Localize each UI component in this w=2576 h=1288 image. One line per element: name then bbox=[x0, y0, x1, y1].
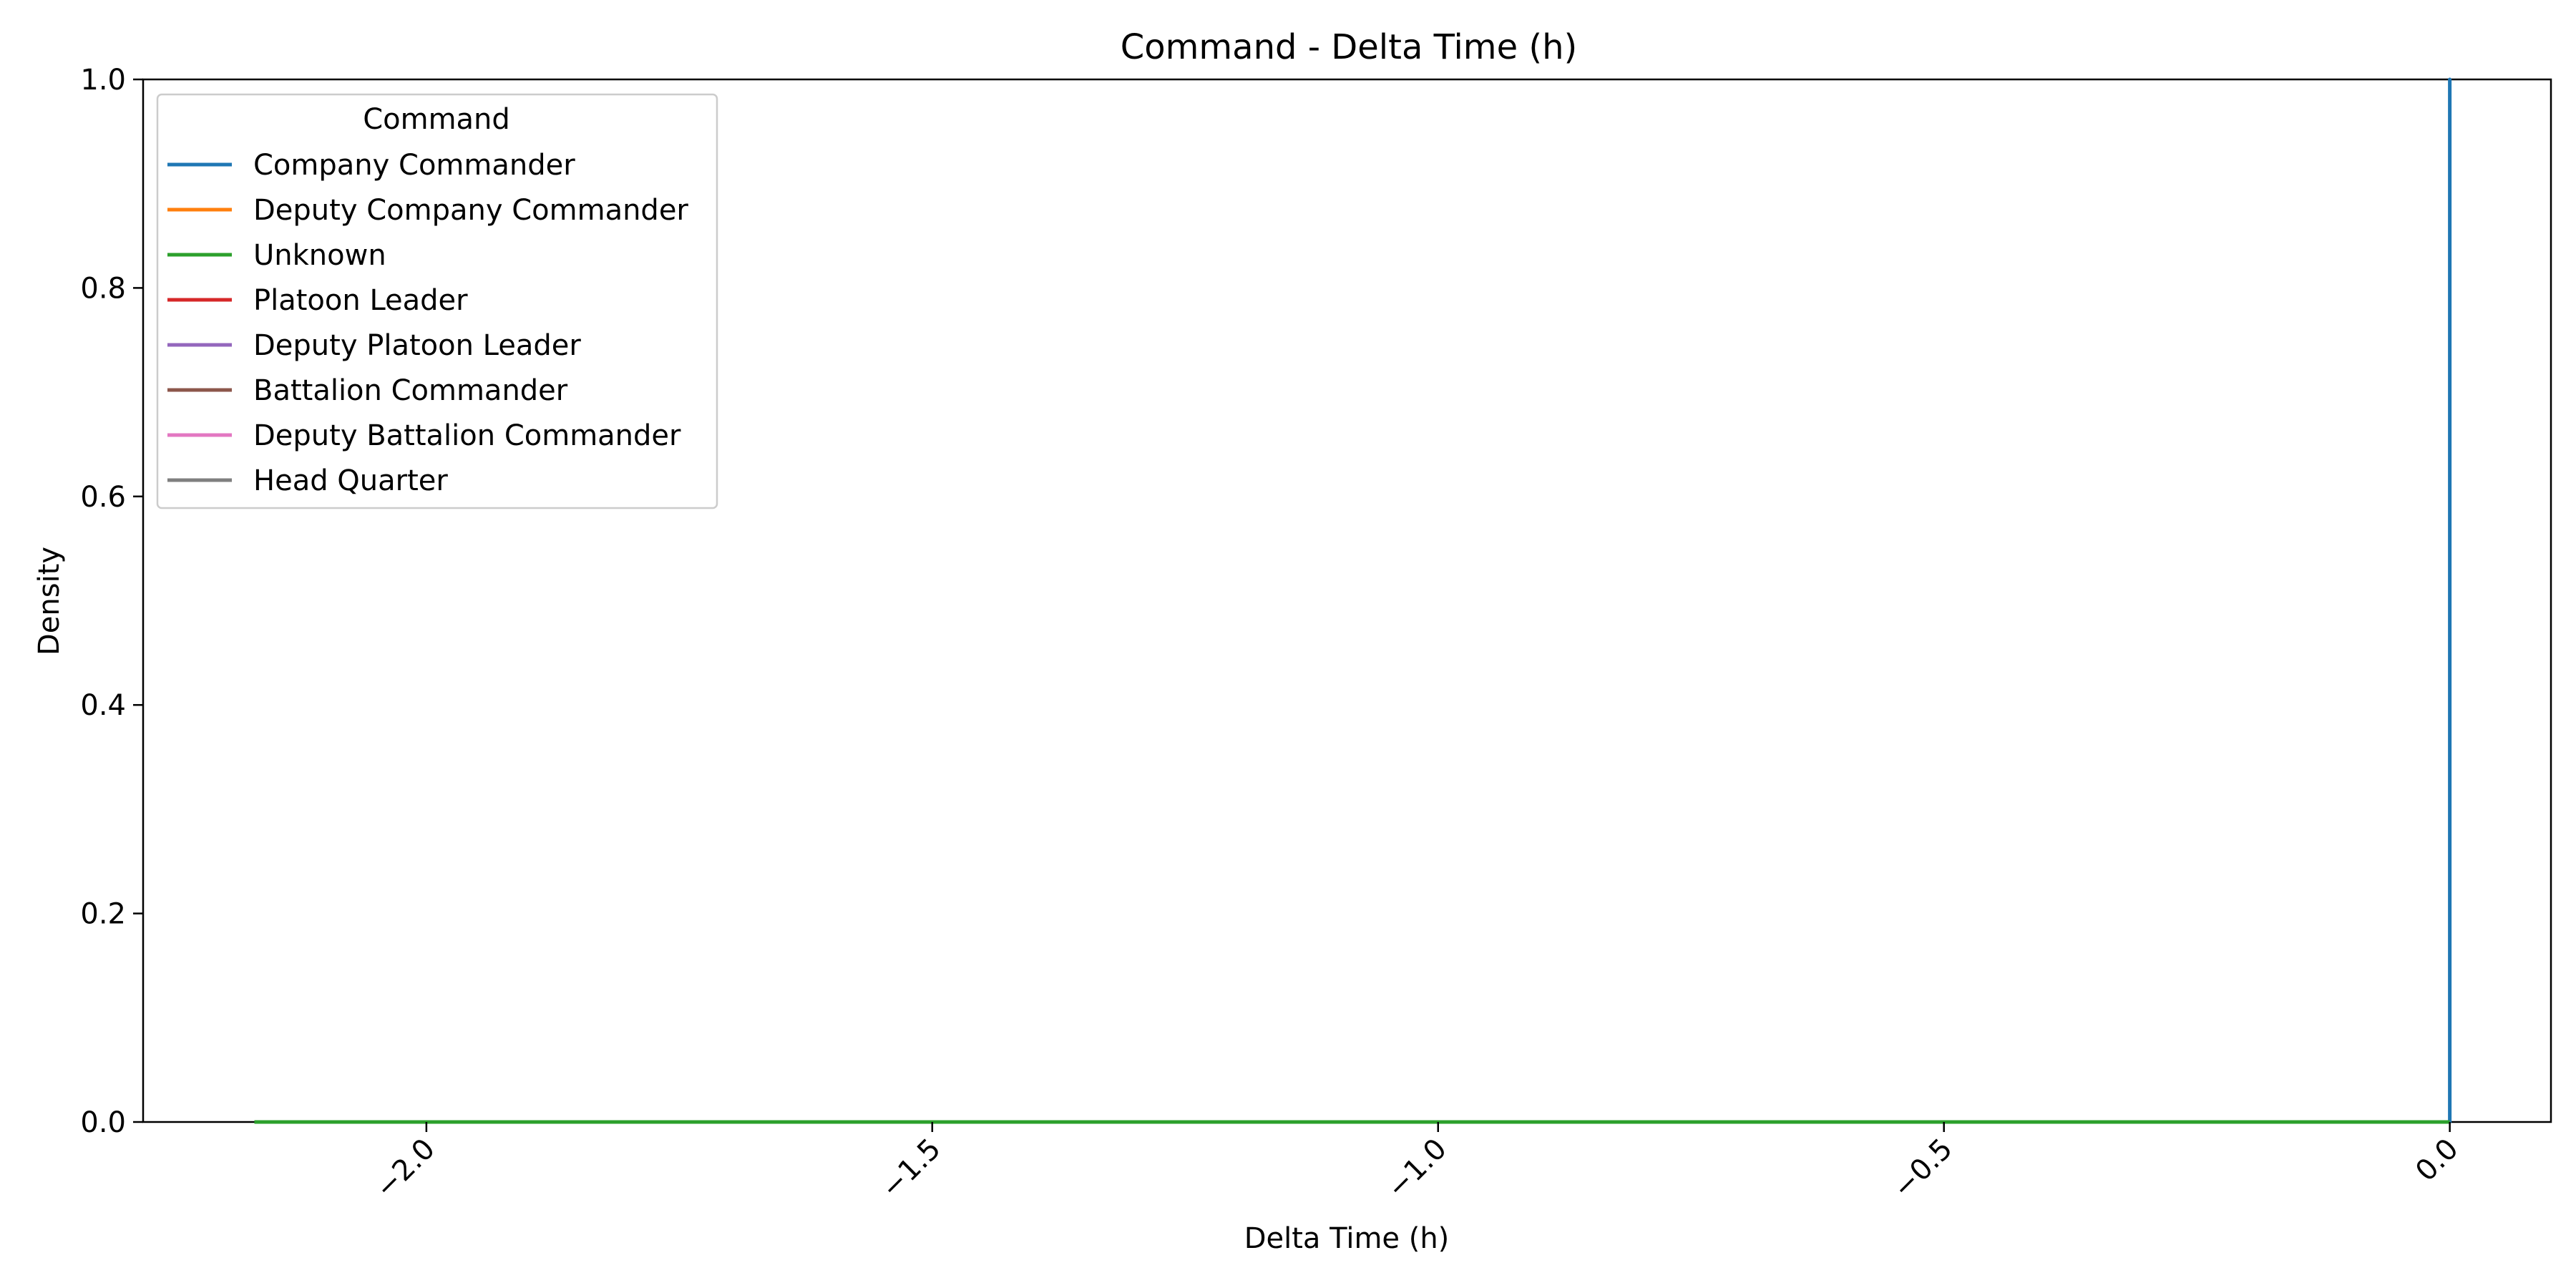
legend-label: Platoon Leader bbox=[253, 284, 468, 317]
x-axis-label: Delta Time (h) bbox=[1244, 1222, 1450, 1255]
y-tick-label: 0.0 bbox=[80, 1106, 126, 1139]
y-tick-label: 0.2 bbox=[80, 898, 126, 931]
legend-label: Company Commander bbox=[253, 149, 575, 182]
legend-label: Deputy Company Commander bbox=[253, 194, 688, 227]
legend-items: Company Commander Deputy Company Commande… bbox=[167, 149, 688, 497]
legend-label: Head Quarter bbox=[253, 464, 448, 497]
chart-title: Command - Delta Time (h) bbox=[1121, 27, 1577, 67]
legend-label: Deputy Platoon Leader bbox=[253, 329, 581, 362]
series-layer bbox=[254, 77, 2452, 1124]
legend-box bbox=[156, 93, 718, 509]
y-axis: 0.0 0.2 0.4 0.6 0.8 1.0 bbox=[80, 64, 143, 1139]
y-tick-label: 0.4 bbox=[80, 689, 126, 722]
y-tick-label: 0.6 bbox=[80, 481, 126, 514]
y-tick-label: 1.0 bbox=[80, 64, 126, 97]
y-axis-label: Density bbox=[33, 547, 66, 655]
y-tick-label: 0.8 bbox=[80, 272, 126, 305]
legend-title: Command bbox=[363, 103, 510, 136]
legend-label: Deputy Battalion Commander bbox=[253, 419, 681, 452]
legend-label: Unknown bbox=[253, 239, 386, 272]
legend-label: Battalion Commander bbox=[253, 374, 568, 407]
legend: Command Company Commander Deputy Company … bbox=[156, 93, 718, 509]
